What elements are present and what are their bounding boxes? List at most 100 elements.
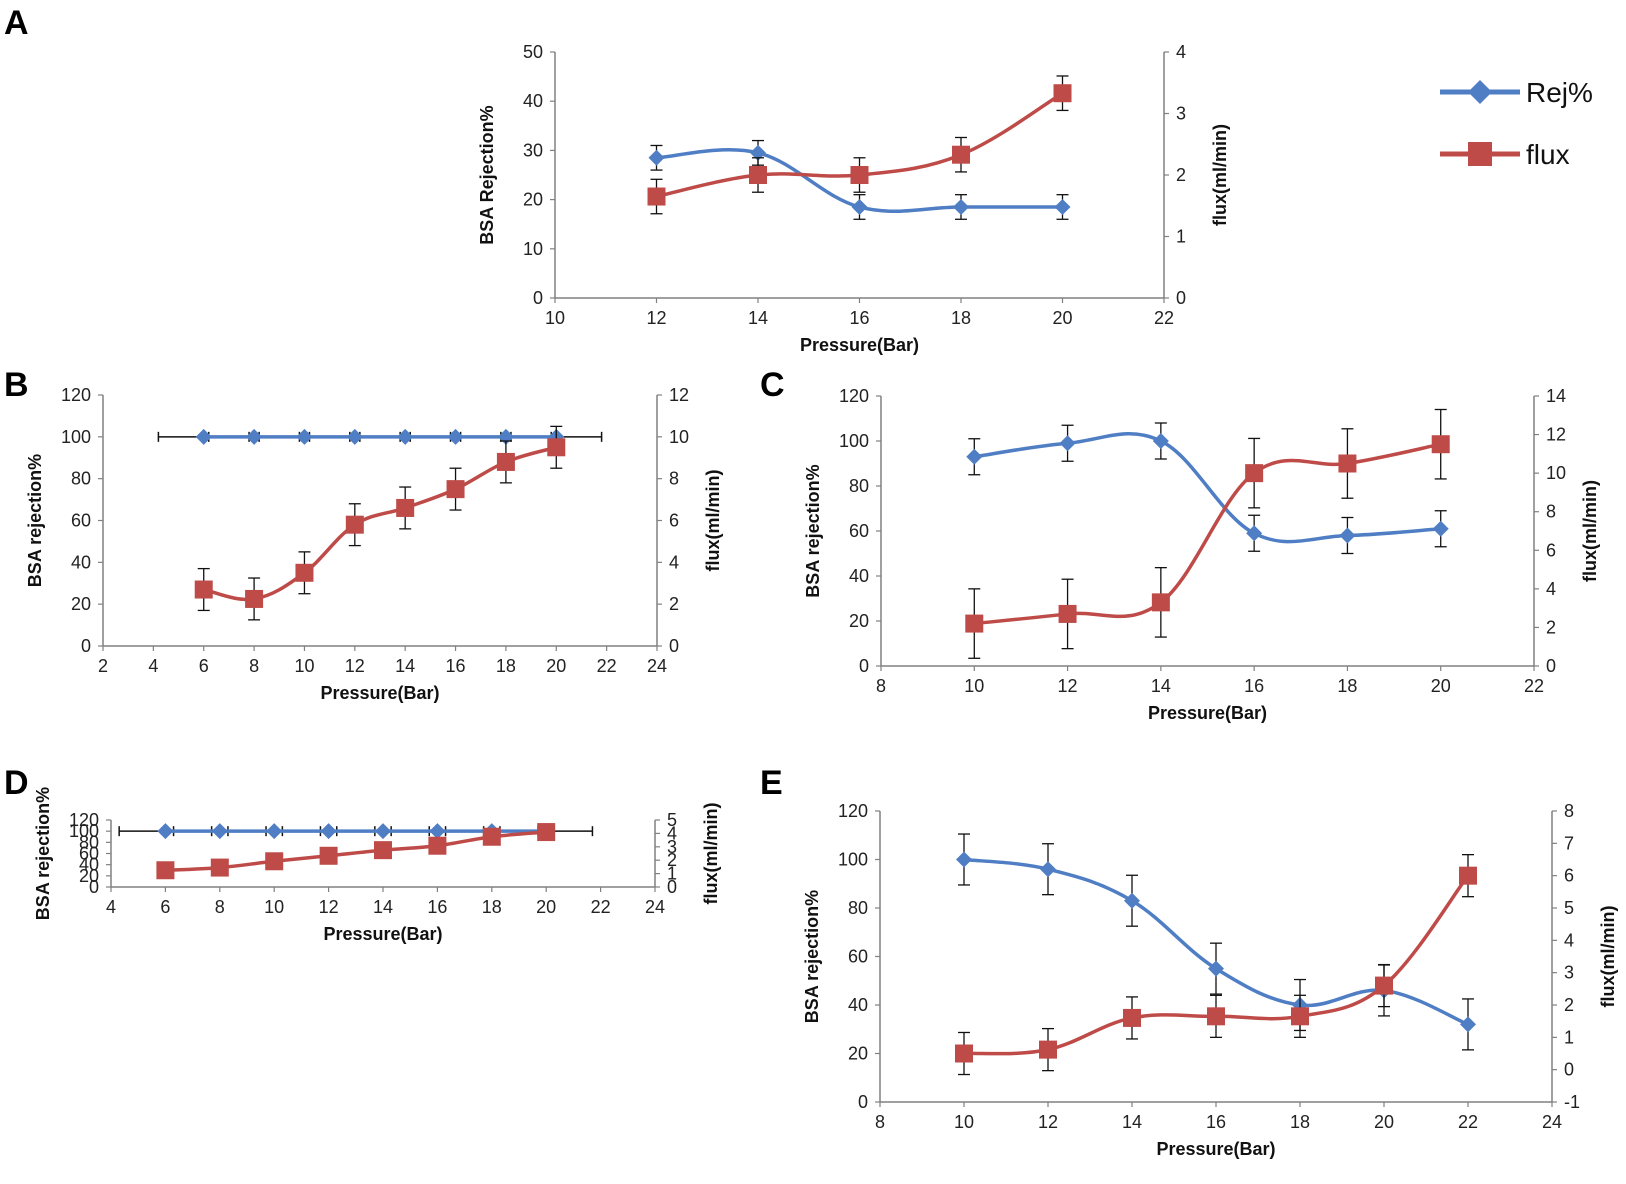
y2-axis-title: flux(ml/min) [1580, 480, 1600, 582]
y-tick-label: 120 [839, 386, 869, 406]
x-axis-title: Pressure(Bar) [320, 683, 439, 703]
x-tick-label: 14 [373, 897, 393, 917]
x-axis-title: Pressure(Bar) [800, 335, 919, 355]
rej-data-point [966, 448, 983, 465]
y2-tick-label: 2 [669, 594, 679, 614]
x-tick-label: 12 [646, 308, 666, 328]
y-tick-label: 0 [533, 288, 543, 308]
flux-data-point [1058, 604, 1077, 623]
x-tick-label: 18 [951, 308, 971, 328]
x-tick-label: 12 [319, 897, 339, 917]
flux-data-point [345, 515, 364, 534]
x-tick-label: 10 [545, 308, 565, 328]
flux-data-point [374, 841, 392, 860]
y2-tick-label: 0 [1176, 288, 1186, 308]
x-tick-label: 22 [1524, 676, 1544, 696]
y-tick-label: 40 [71, 552, 91, 572]
x-tick-label: 8 [249, 656, 259, 676]
flux-data-point [1053, 84, 1072, 103]
rej-data-point [346, 428, 363, 445]
rej-data-point [1339, 527, 1356, 544]
y-axis-title: BSA rejection% [803, 464, 823, 597]
y-tick-label: 20 [71, 594, 91, 614]
x-tick-label: 14 [1151, 676, 1171, 696]
y2-tick-label: 8 [1564, 801, 1574, 821]
rej-data-point [953, 198, 969, 215]
x-tick-label: 8 [876, 676, 886, 696]
flux-data-point [265, 852, 284, 871]
x-tick-label: 20 [536, 897, 556, 917]
y-tick-label: 100 [61, 427, 91, 447]
y-tick-label: 100 [839, 431, 869, 451]
y-tick-label: 120 [838, 801, 868, 821]
flux-data-point [1338, 454, 1357, 473]
x-tick-label: 12 [1058, 676, 1078, 696]
rej-data-point [157, 823, 174, 840]
rej-data-point [1040, 861, 1056, 878]
y-tick-label: 60 [79, 844, 99, 864]
y-tick-label: 60 [849, 521, 869, 541]
x-tick-label: 4 [148, 656, 158, 676]
x-axis-title: Pressure(Bar) [1156, 1139, 1275, 1159]
chart-panel-d: 4 6 8 10 12 14 16 18 20 22 24020406080100120012345… [33, 787, 721, 944]
panel-label-e: E [760, 764, 783, 802]
panel-label-d: D [4, 764, 29, 802]
y2-axis-title: flux(ml/min) [1210, 124, 1230, 226]
rej-data-point [1460, 1016, 1476, 1033]
x-tick-label: 10 [294, 656, 314, 676]
y-tick-label: 80 [848, 898, 868, 918]
x-tick-label: 20 [546, 656, 566, 676]
rej-data-point [266, 823, 283, 840]
flux-data-point [1207, 1007, 1225, 1026]
flux-data-point [1245, 464, 1264, 483]
x-tick-label: 22 [1154, 308, 1174, 328]
chart-panel-a: 10 12 14 16 18 20 220102030405001234Pressure(B… [477, 42, 1230, 355]
panel-label-a: A [4, 4, 29, 42]
panel-label-c: C [760, 366, 785, 404]
x-tick-label: 6 [199, 656, 209, 676]
x-tick-label: 10 [964, 676, 984, 696]
y-tick-label: 50 [523, 42, 543, 62]
y2-tick-label: 10 [1546, 463, 1566, 483]
y2-tick-label: 0 [669, 636, 679, 656]
y2-tick-label: 12 [669, 385, 689, 405]
x-tick-label: 16 [849, 308, 869, 328]
flux-data-point [295, 563, 314, 582]
x-tick-label: 20 [1431, 676, 1451, 696]
y-tick-label: 10 [523, 239, 543, 259]
rej-data-point [1432, 520, 1449, 537]
x-axis-title: Pressure(Bar) [323, 924, 442, 944]
rej-data-point [447, 428, 464, 445]
rej-data-point [1152, 433, 1169, 449]
x-tick-label: 22 [597, 656, 617, 676]
y-axis-title: BSA Rejection% [477, 105, 497, 244]
flux-data-point [647, 187, 666, 206]
x-tick-label: 24 [1542, 1112, 1562, 1132]
y2-tick-label: 2 [667, 850, 677, 870]
y2-tick-label: 4 [1176, 42, 1186, 62]
y2-tick-label: 6 [669, 511, 679, 531]
y2-tick-label: 6 [1546, 540, 1556, 560]
flux-data-point [1151, 593, 1170, 612]
rej-data-point [1054, 198, 1071, 215]
flux-data-point [1291, 1007, 1309, 1026]
y-tick-label: 120 [69, 810, 99, 830]
y2-tick-label: 2 [1546, 617, 1556, 637]
y-tick-label: 60 [848, 947, 868, 967]
flux-data-point [965, 614, 984, 633]
x-tick-label: 6 [160, 897, 170, 917]
flux-data-point [749, 166, 767, 184]
rej-data-point [750, 144, 766, 161]
x-tick-label: 24 [647, 656, 667, 676]
x-tick-label: 18 [496, 656, 516, 676]
x-tick-label: 8 [215, 897, 225, 917]
y-tick-label: 120 [61, 385, 91, 405]
y2-tick-label: 6 [1564, 866, 1574, 886]
x-tick-label: 20 [1374, 1112, 1394, 1132]
y-tick-label: 0 [859, 656, 869, 676]
y-tick-label: 80 [71, 469, 91, 489]
flux-data-point [1039, 1040, 1057, 1059]
y-tick-label: 100 [69, 821, 99, 841]
y2-tick-label: 2 [1176, 165, 1186, 185]
flux-data-point [319, 846, 338, 865]
